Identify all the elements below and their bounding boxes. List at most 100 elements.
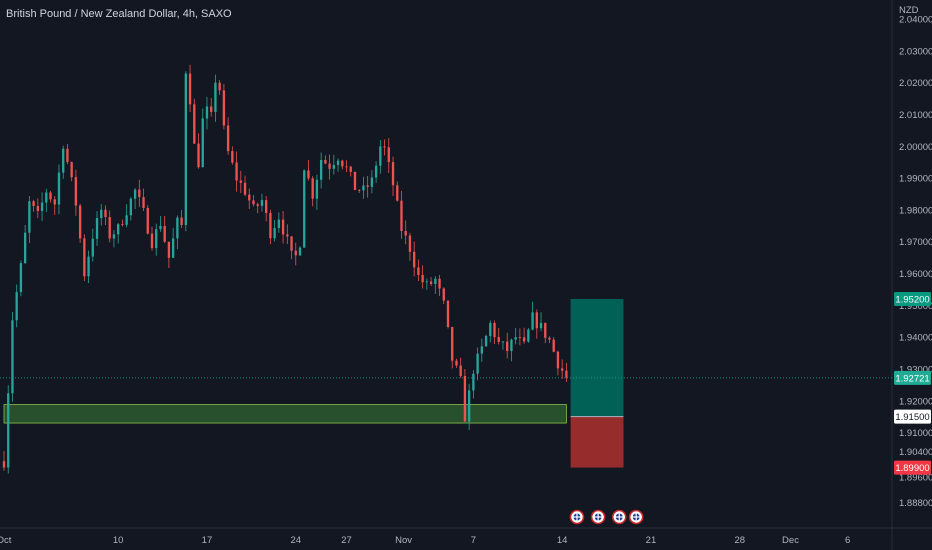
y-tick-label: 2.01000: [899, 110, 932, 121]
candle: [87, 250, 90, 284]
candle: [70, 161, 73, 182]
candle: [311, 176, 314, 207]
y-tick-label: 1.93000: [899, 364, 932, 375]
y-tick-label: 2.02000: [899, 78, 932, 89]
candle: [362, 176, 365, 199]
candle: [171, 228, 175, 259]
candle: [269, 209, 272, 245]
candle: [290, 236, 293, 260]
candle: [493, 320, 496, 345]
x-tick-label: Oct: [0, 535, 12, 546]
candle: [197, 133, 200, 169]
demand-zone: [3, 404, 567, 424]
take-profit-zone: [570, 298, 624, 417]
x-tick-label: Nov: [395, 535, 412, 546]
y-tick-label: 1.98000: [899, 205, 932, 216]
candle: [78, 203, 82, 243]
candle: [472, 370, 475, 399]
candle: [497, 328, 500, 345]
candle: [256, 202, 259, 214]
candle: [180, 209, 183, 228]
x-tick-label: 17: [202, 535, 213, 546]
candle: [74, 169, 78, 216]
candle: [480, 338, 483, 362]
candle: [336, 158, 340, 172]
candle: [108, 210, 111, 243]
candle: [125, 204, 128, 228]
candle: [510, 338, 513, 362]
y-tick-label: 2.04000: [899, 15, 932, 26]
candle: [324, 155, 327, 165]
candle: [565, 362, 568, 383]
candle: [434, 276, 437, 294]
price-badge: [894, 460, 931, 475]
price-badge: [894, 291, 931, 306]
candle: [95, 210, 99, 246]
candle: [193, 98, 196, 144]
candle: [62, 145, 65, 179]
candles: [2, 64, 568, 474]
candle: [11, 311, 14, 402]
y-tick-label: 1.99000: [899, 174, 932, 185]
candle: [417, 259, 420, 281]
price-badge-label: 1.89900: [895, 463, 929, 474]
x-tick-label: 21: [646, 535, 657, 546]
candle: [104, 205, 107, 225]
x-tick-label: 14: [557, 535, 568, 546]
candle: [2, 450, 6, 471]
y-tick-label: 1.92000: [899, 396, 932, 407]
candle: [366, 175, 369, 198]
candle: [167, 241, 171, 268]
candle: [239, 170, 242, 194]
candle: [150, 226, 154, 251]
candle: [451, 326, 454, 369]
candle: [231, 146, 234, 165]
y-tick-label: 1.95000: [899, 301, 932, 312]
candle: [248, 188, 251, 210]
candle: [463, 369, 467, 422]
candle: [184, 71, 187, 232]
candle: [421, 265, 424, 289]
candle: [413, 241, 416, 277]
candle: [32, 199, 35, 212]
candle: [315, 174, 319, 210]
price-badge-label: 1.92721: [895, 373, 929, 384]
candle: [539, 312, 543, 332]
candle: [91, 228, 94, 262]
candle: [467, 383, 471, 430]
symbol-title: British Pound / New Zealand Dollar, 4h, …: [6, 8, 232, 20]
candle: [484, 334, 488, 347]
candle: [129, 197, 133, 221]
x-tick-label: 7: [471, 535, 476, 546]
candle: [489, 320, 492, 343]
candle: [514, 327, 517, 345]
candle: [201, 108, 204, 168]
candle: [307, 159, 310, 181]
candle: [121, 219, 124, 227]
candle: [222, 84, 226, 130]
candle: [7, 385, 10, 474]
candle: [332, 154, 335, 175]
candle: [45, 188, 48, 212]
candle: [28, 196, 31, 243]
y-tick-label: 1.94000: [899, 333, 932, 344]
candle: [117, 222, 120, 244]
candle: [358, 189, 361, 193]
candle: [561, 359, 564, 379]
stop-loss-zone: [570, 416, 624, 468]
candle: [205, 96, 209, 130]
candle: [176, 215, 179, 250]
candle: [146, 205, 149, 235]
y-tick-label: 2.03000: [899, 46, 932, 57]
candle: [341, 159, 344, 170]
candle: [400, 190, 403, 239]
candle: [49, 190, 52, 203]
candle: [531, 301, 534, 331]
price-badge-label: 1.91500: [895, 412, 929, 423]
candle: [379, 140, 382, 174]
candle: [100, 204, 103, 226]
x-tick-label: Dec: [782, 535, 799, 546]
candle: [23, 224, 27, 264]
candle: [163, 216, 166, 244]
